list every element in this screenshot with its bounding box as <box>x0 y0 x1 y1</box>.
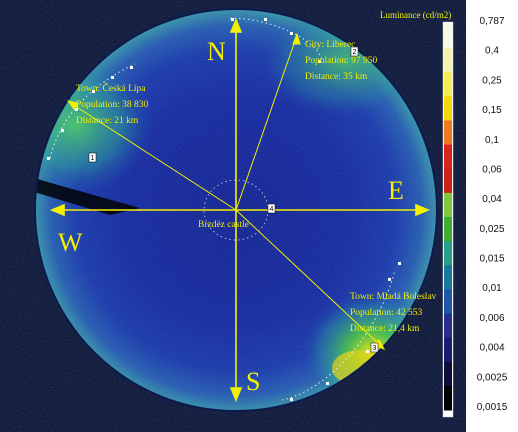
svg-text:Population: 42 553: Population: 42 553 <box>350 308 423 318</box>
color-swatch <box>444 120 452 146</box>
color-swatch <box>444 48 452 73</box>
color-swatch <box>444 313 452 339</box>
svg-text:Distance: 21 km: Distance: 21 km <box>76 116 139 126</box>
color-swatch <box>444 144 452 170</box>
scale-tick-label: 0,015 <box>479 254 504 265</box>
scale-tick-label: 0,01 <box>482 283 502 294</box>
color-swatch <box>444 361 452 387</box>
scale-tick-label: 0,4 <box>485 46 499 57</box>
scale-tick-label: 0,006 <box>479 313 504 324</box>
marker-4: 4 <box>270 206 274 213</box>
south-label: S <box>246 367 260 396</box>
color-swatch <box>444 385 452 411</box>
scale-tick-label: 0,0025 <box>477 372 508 383</box>
color-scale: 0,787 0,4 0,25 0,15 0,1 0,06 0,04 0,025 0,015 0,0… <box>442 0 518 432</box>
scale-tick-label: 0,15 <box>482 105 502 116</box>
east-label: E <box>388 176 404 205</box>
west-label: W <box>58 228 83 257</box>
measurement-points <box>47 18 401 401</box>
color-swatch <box>444 289 452 314</box>
scale-tick-label: 0,025 <box>479 224 504 235</box>
scale-tick-label: 0,06 <box>482 164 502 175</box>
scale-tick-label: 0,004 <box>479 343 504 354</box>
scale-tick-label: 0,25 <box>482 75 502 86</box>
marker-1: 1 <box>91 155 95 162</box>
center-label: Brzdëz castle <box>198 220 249 230</box>
color-swatch <box>444 217 452 242</box>
svg-text:Population: 97 950: Population: 97 950 <box>305 56 378 66</box>
town-label-liberec: City: Liberec Population: 97 950 Distanc… <box>305 40 378 82</box>
svg-text:Distance: 35 km: Distance: 35 km <box>305 72 368 82</box>
town-label-ceska-lipa: Town: Česká Lípa Population: 38 830 Dist… <box>76 82 149 126</box>
scale-tick-label: 0,04 <box>482 194 502 205</box>
color-swatch <box>444 24 452 49</box>
scale-tick-label: 0,0015 <box>477 402 508 413</box>
marker-2: 2 <box>353 49 357 56</box>
color-swatch <box>444 192 452 218</box>
svg-text:City: Liberec: City: Liberec <box>305 40 355 50</box>
color-swatch <box>444 337 452 363</box>
svg-text:Town: Česká Lípa: Town: Česká Lípa <box>76 82 146 94</box>
marker-3: 3 <box>373 345 377 352</box>
scale-tick-label: 0,1 <box>485 135 499 146</box>
luminance-units-label: Luminance (cd/m2) <box>380 10 451 20</box>
town-label-mlada-boleslav: Town: Mladá Boleslav Population: 42 553 … <box>350 292 437 334</box>
color-swatch <box>444 96 452 121</box>
numbered-markers: 1 2 3 4 <box>88 46 379 353</box>
color-swatch <box>444 241 452 266</box>
svg-text:Population: 38 830: Population: 38 830 <box>76 100 149 110</box>
svg-text:Distance: 21,4 km: Distance: 21,4 km <box>350 324 420 334</box>
color-swatch <box>444 72 452 97</box>
town-direction-lines <box>66 32 386 350</box>
north-label: N <box>207 37 226 66</box>
svg-text:Town: Mladá Boleslav: Town: Mladá Boleslav <box>350 292 437 302</box>
scale-tick-label: 0,787 <box>479 16 504 27</box>
cardinal-labels: N E S W <box>58 37 404 396</box>
color-swatch <box>444 168 452 194</box>
color-swatch <box>444 265 452 290</box>
